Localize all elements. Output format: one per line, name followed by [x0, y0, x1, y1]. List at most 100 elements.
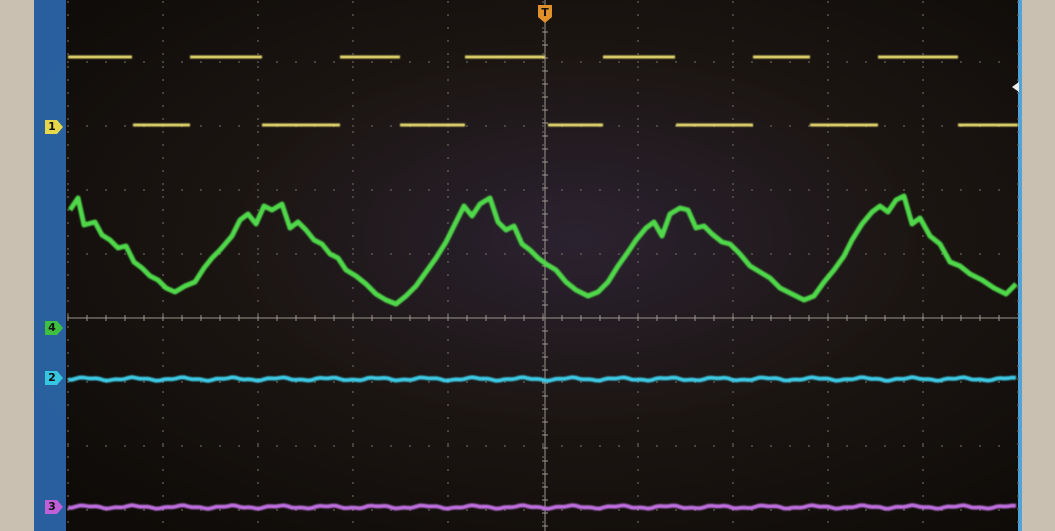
grid-dot — [637, 183, 639, 185]
grid-dot — [295, 253, 297, 255]
grid-dot — [162, 417, 164, 419]
grid-dot — [827, 14, 829, 16]
grid-dot — [618, 381, 620, 383]
grid-dot — [447, 61, 449, 63]
grid-dot — [86, 253, 88, 255]
grid-dot — [827, 92, 829, 94]
grid-dot — [181, 381, 183, 383]
grid-dot — [219, 509, 221, 511]
grid-dot — [656, 125, 658, 127]
grid-dot — [827, 456, 829, 458]
grid-dot — [124, 253, 126, 255]
grid-dot — [447, 521, 449, 523]
grid-dot — [257, 105, 259, 107]
grid-dot — [447, 326, 449, 328]
grid-dot — [67, 456, 69, 458]
grid-dot — [276, 189, 278, 191]
grid-dot — [238, 189, 240, 191]
grid-dot — [542, 209, 544, 211]
grid-dot — [257, 27, 259, 29]
grid-dot — [447, 144, 449, 146]
grid-dot — [352, 157, 354, 159]
grid-dot — [1017, 365, 1019, 367]
grid-dot — [827, 40, 829, 42]
grid-dot — [1017, 209, 1019, 211]
grid-dot — [637, 300, 639, 302]
grid-dot — [352, 105, 354, 107]
grid-dot — [922, 157, 924, 159]
grid-dot — [257, 92, 259, 94]
grid-dot — [162, 261, 164, 263]
grid-dot — [162, 66, 164, 68]
grid-dot — [352, 183, 354, 185]
grid-dot — [352, 1, 354, 3]
grid-dot — [922, 521, 924, 523]
grid-dot — [352, 521, 354, 523]
grid-dot — [257, 430, 259, 432]
grid-dot — [922, 248, 924, 250]
grid-dot — [67, 469, 69, 471]
grid-dot — [352, 261, 354, 263]
grid-dot — [1017, 391, 1019, 393]
grid-dot — [580, 189, 582, 191]
grid-dot — [637, 61, 639, 63]
grid-dot — [542, 105, 544, 107]
grid-dot — [143, 253, 145, 255]
grid-dot — [257, 248, 259, 250]
grid-dot — [542, 222, 544, 224]
grid-dot — [371, 509, 373, 511]
grid-dot — [1017, 261, 1019, 263]
grid-dot — [67, 105, 69, 107]
grid-dot — [143, 189, 145, 191]
grid-dot — [732, 66, 734, 68]
grid-dot — [827, 61, 829, 63]
grid-dot — [637, 157, 639, 159]
grid-dot — [295, 445, 297, 447]
grid-dot — [808, 61, 810, 63]
grid-dot — [67, 445, 69, 447]
grid-dot — [352, 79, 354, 81]
grid-dot — [922, 40, 924, 42]
grid-dot — [447, 92, 449, 94]
grid-dot — [979, 253, 981, 255]
grid-dot — [922, 495, 924, 497]
grid-dot — [67, 235, 69, 237]
grid-dot — [618, 125, 620, 127]
grid-dot — [827, 209, 829, 211]
grid-dot — [371, 61, 373, 63]
grid-dot — [162, 253, 164, 255]
grid-dot — [409, 253, 411, 255]
grid-dot — [922, 261, 924, 263]
grid-dot — [67, 189, 69, 191]
grid-dot — [542, 79, 544, 81]
grid-dot — [903, 381, 905, 383]
grid-dot — [903, 61, 905, 63]
grid-dot — [466, 509, 468, 511]
grid-dot — [827, 326, 829, 328]
grid-dot — [960, 189, 962, 191]
grid-dot — [637, 131, 639, 133]
grid-dot — [732, 92, 734, 94]
grid-dot — [903, 445, 905, 447]
grid-dot — [352, 196, 354, 198]
grid-dot — [352, 14, 354, 16]
grid-dot — [447, 365, 449, 367]
grid-dot — [504, 381, 506, 383]
grid-dot — [903, 253, 905, 255]
grid-dot — [67, 248, 69, 250]
grid-dot — [865, 381, 867, 383]
grid-dot — [732, 222, 734, 224]
grid-dot — [922, 144, 924, 146]
grid-dot — [162, 300, 164, 302]
grid-dot — [827, 469, 829, 471]
grid-dot — [542, 196, 544, 198]
grid-dot — [1017, 105, 1019, 107]
grid-dot — [314, 445, 316, 447]
grid-dot — [257, 61, 259, 63]
grid-dot — [1017, 144, 1019, 146]
grid-dot — [67, 326, 69, 328]
grid-dot — [295, 189, 297, 191]
grid-dot — [219, 445, 221, 447]
grid-dot — [675, 445, 677, 447]
grid-dot — [523, 253, 525, 255]
